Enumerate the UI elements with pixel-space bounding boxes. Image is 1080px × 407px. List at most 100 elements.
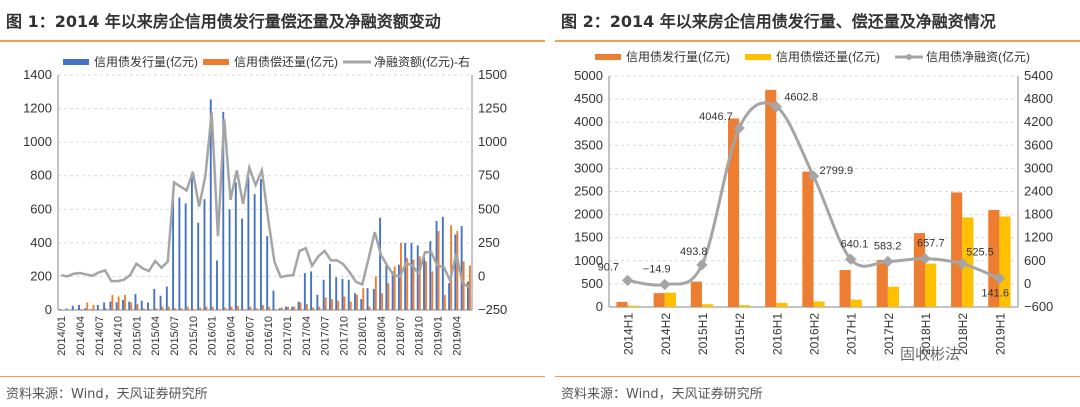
legend-label: 信用债发行量(亿元) xyxy=(626,49,730,64)
data-point xyxy=(993,272,1006,285)
bar-issuance xyxy=(259,179,262,310)
x-tick-label: 2015H2 xyxy=(733,313,747,355)
x-tick-label: 2016/07 xyxy=(244,316,256,356)
bar-issuance xyxy=(103,302,106,310)
y2-tick-label: 0 xyxy=(1024,276,1031,291)
bar-repayment xyxy=(356,294,358,310)
y-tick-label: 5000 xyxy=(574,68,603,83)
bar-repayment xyxy=(349,301,352,310)
chart-1: 0 200 400 600 800 1000 1200 1400 −250 0 250 500 750 1… xyxy=(23,54,507,356)
x-tick-label: 2018/01 xyxy=(357,316,369,356)
bar-issuance xyxy=(366,288,369,310)
bar-repayment xyxy=(280,307,283,310)
data-point xyxy=(956,258,968,270)
bar-issuance xyxy=(951,192,963,307)
legend-label: 信用债发行量(亿元) xyxy=(94,54,198,69)
bar-issuance xyxy=(59,309,62,310)
bar-issuance xyxy=(121,299,124,310)
bar-issuance xyxy=(90,309,93,310)
x-tick-label: 2016H2 xyxy=(808,313,822,355)
x-tick-label: 2019/01 xyxy=(433,316,445,356)
bar-issuance xyxy=(653,293,665,307)
legend-label: 净融资额(亿元)-右 xyxy=(374,54,470,69)
y2-tick-label: 1000 xyxy=(478,134,507,149)
legend-swatch xyxy=(595,54,621,60)
data-label: 4046.7 xyxy=(699,111,733,123)
x-tick-label: 2015/04 xyxy=(150,316,162,356)
divider xyxy=(555,40,1080,42)
bar-issuance xyxy=(335,277,338,310)
y-tick-label: 0 xyxy=(596,299,603,314)
figure-2-title: 图 2：2014 年以来房企信用债发行量、偿还量及净融资情况 xyxy=(561,12,996,31)
bar-issuance xyxy=(441,216,444,310)
data-point xyxy=(621,274,634,287)
bar-repayment xyxy=(136,304,139,310)
x-tick-label: 2016/01 xyxy=(207,316,219,356)
bar-issuance xyxy=(727,118,740,307)
bar-repayment xyxy=(305,304,308,310)
bar-issuance xyxy=(347,279,350,310)
y2-tick-label: −250 xyxy=(478,302,507,317)
bar-repayment xyxy=(155,308,158,310)
y2-tick-label: 600 xyxy=(1024,253,1046,268)
bar-repayment xyxy=(123,294,126,310)
y2-tick-label: 3600 xyxy=(1024,137,1053,152)
bar-repayment xyxy=(425,261,427,310)
bar-issuance xyxy=(360,299,363,310)
bar-issuance xyxy=(839,270,851,307)
bar-repayment xyxy=(218,309,220,310)
bar-repayment xyxy=(324,297,327,310)
x-tick-label: 2015H1 xyxy=(696,313,710,355)
bar-issuance xyxy=(140,300,143,310)
data-label: 525.5 xyxy=(966,247,994,259)
bar-issuance xyxy=(322,279,325,310)
bar-issuance xyxy=(391,271,394,310)
bar-issuance xyxy=(71,305,74,310)
x-tick-label: 2017/07 xyxy=(320,316,332,356)
y2-tick-label: −600 xyxy=(1024,299,1053,314)
data-label: 657.7 xyxy=(917,238,945,250)
x-tick-label: 2014/10 xyxy=(113,316,125,356)
bar-repayment xyxy=(92,304,95,310)
bar-issuance xyxy=(253,194,256,310)
legend-label: 信用债偿还量(亿元) xyxy=(776,49,880,64)
x-tick-label: 2015/07 xyxy=(169,316,181,356)
divider xyxy=(0,40,545,42)
bar-issuance xyxy=(372,289,375,310)
y-tick-label: 2500 xyxy=(574,184,603,199)
bar-issuance xyxy=(988,209,1000,307)
bar-issuance xyxy=(209,99,212,310)
x-tick-label: 2014/04 xyxy=(75,316,87,356)
bar-issuance xyxy=(416,245,419,310)
bar-repayment xyxy=(130,302,133,310)
bar-issuance xyxy=(802,171,814,307)
bar-issuance xyxy=(341,278,344,310)
x-tick-label: 2017/10 xyxy=(338,316,350,356)
bar-repayment xyxy=(468,265,471,310)
bar-repayment xyxy=(406,257,409,310)
bar-issuance xyxy=(429,241,432,310)
y2-tick-label: 1500 xyxy=(478,67,507,82)
data-point xyxy=(659,278,671,291)
data-point xyxy=(807,170,820,182)
bar-repayment xyxy=(337,300,340,310)
bar-repayment xyxy=(850,299,862,307)
bar-repayment xyxy=(142,308,145,310)
figure-1: 图 1：2014 年以来房企信用债发行量偿还量及净融资额变动 0 200 400 60… xyxy=(0,12,545,402)
divider xyxy=(555,376,1080,377)
figure-2: 图 2：2014 年以来房企信用债发行量、偿还量及净融资情况 0 500 1000 1… xyxy=(555,0,1080,407)
x-tick-label: 2018/10 xyxy=(414,316,426,356)
x-tick-label: 2014/07 xyxy=(94,316,106,356)
y-tick-label: 600 xyxy=(30,201,52,216)
data-label: 583.2 xyxy=(874,240,902,252)
figure-1-source: 资料来源：Wind，天风证券研究所 xyxy=(6,387,208,402)
bar-repayment xyxy=(180,308,183,310)
y-tick-label: 4500 xyxy=(574,91,603,106)
divider xyxy=(0,376,545,377)
x-tick-label: 2014H1 xyxy=(622,313,636,355)
bar-repayment xyxy=(236,305,239,310)
bar-repayment xyxy=(80,309,82,310)
bar-repayment xyxy=(318,306,321,310)
bar-repayment xyxy=(243,309,246,310)
data-label: 493.8 xyxy=(680,246,708,258)
